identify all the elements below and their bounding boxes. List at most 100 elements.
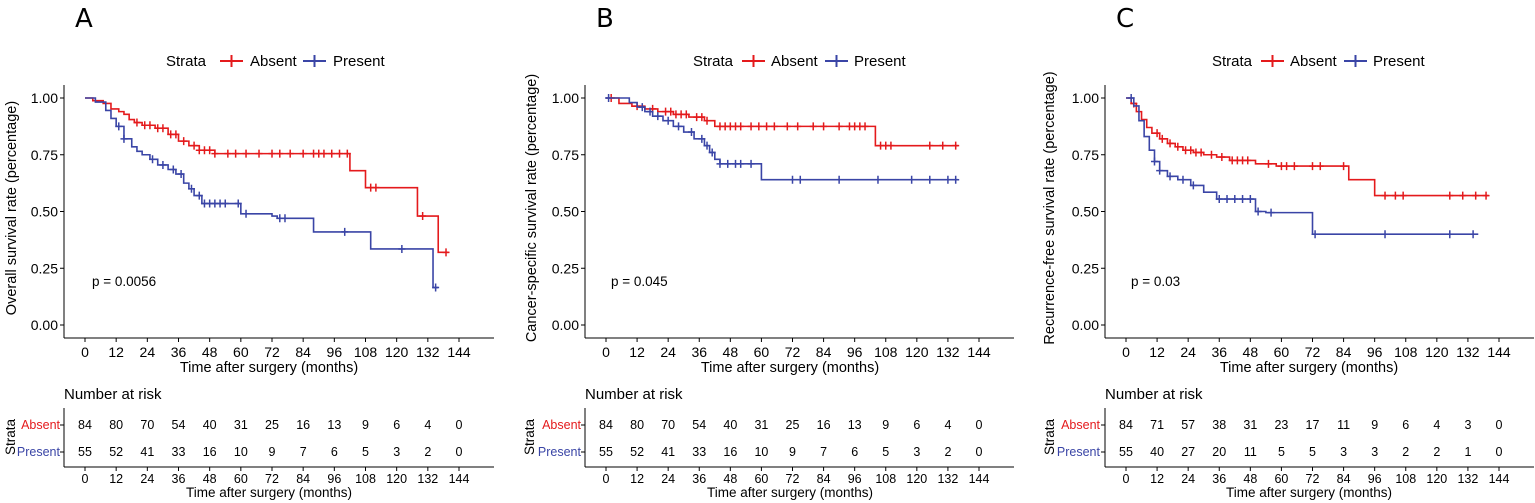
risk-row-label-absent: Absent <box>21 418 60 432</box>
censor-mark-absent <box>1218 153 1226 162</box>
x-axis-label: Time after surgery (months) <box>180 360 358 376</box>
risk-x-tick-label: 0 <box>82 472 89 486</box>
risk-x-tick-label: 72 <box>1306 472 1320 486</box>
risk-row-label-present: Present <box>1057 445 1101 459</box>
censor-mark-absent <box>343 149 351 158</box>
risk-count-present: 20 <box>1212 445 1226 459</box>
risk-x-tick-label: 12 <box>1150 472 1164 486</box>
censor-mark-absent <box>887 141 895 150</box>
censor-mark-absent <box>268 149 276 158</box>
censor-mark-absent <box>1459 191 1467 200</box>
censor-mark-present <box>177 170 185 179</box>
risk-x-axis-label: Time after surgery (months) <box>186 485 352 500</box>
legend-present-label: Present <box>1373 53 1426 70</box>
risk-count-present: 27 <box>1181 445 1195 459</box>
legend-b: Strata Absent Present <box>693 53 907 70</box>
x-tick-label: 24 <box>140 344 156 360</box>
censor-mark-present <box>1127 94 1135 102</box>
risk-count-absent: 84 <box>599 418 613 432</box>
risk-count-present: 0 <box>456 445 463 459</box>
censor-mark-absent <box>276 149 284 158</box>
censor-mark-present <box>716 159 724 168</box>
censor-mark-absent <box>146 121 154 130</box>
risk-x-tick-label: 12 <box>630 472 644 486</box>
censor-mark-absent <box>1264 159 1272 168</box>
x-tick-label: 96 <box>327 344 343 360</box>
x-tick-label: 120 <box>385 344 409 360</box>
panel-letter-b: B <box>596 4 614 34</box>
risk-count-present: 0 <box>1496 445 1503 459</box>
risk-count-absent: 11 <box>1337 418 1350 432</box>
censor-mark-absent <box>172 130 180 139</box>
risk-row-label-absent: Absent <box>542 418 581 432</box>
censor-mark-absent <box>698 113 706 122</box>
x-tick-label: 72 <box>264 344 280 360</box>
x-tick-label: 120 <box>905 344 929 360</box>
censor-mark-absent <box>952 141 960 150</box>
x-tick-label: 132 <box>416 344 440 360</box>
censor-mark-absent <box>703 116 711 125</box>
risk-count-absent: 23 <box>1274 418 1288 432</box>
x-tick-label: 144 <box>447 344 471 360</box>
x-tick-label: 0 <box>1122 344 1130 360</box>
risk-x-tick-label: 24 <box>1181 472 1195 486</box>
risk-count-present: 55 <box>78 445 92 459</box>
x-tick-label: 108 <box>1394 344 1418 360</box>
x-tick-label: 0 <box>602 344 610 360</box>
censor-mark-present <box>1246 195 1254 204</box>
risk-count-present: 0 <box>976 445 983 459</box>
risk-x-tick-label: 144 <box>969 472 990 486</box>
x-tick-label: 84 <box>1336 344 1352 360</box>
x-tick-label: 96 <box>847 344 863 360</box>
km-curve-absent <box>1126 97 1489 197</box>
x-tick-label: 84 <box>295 344 311 360</box>
censor-mark-present <box>398 244 406 253</box>
risk-count-absent: 31 <box>234 418 248 432</box>
censor-mark-present <box>149 155 157 164</box>
censor-mark-absent <box>206 146 214 155</box>
risk-count-present: 41 <box>140 445 154 459</box>
legend-a: Strata Absent Present <box>166 53 386 70</box>
risk-x-tick-label: 48 <box>203 472 217 486</box>
x-tick-label: 36 <box>1211 344 1227 360</box>
x-tick-label: 60 <box>754 344 770 360</box>
censor-mark-present <box>874 175 882 184</box>
x-tick-label: 144 <box>967 344 991 360</box>
censor-mark-absent <box>232 149 240 158</box>
censor-mark-absent <box>939 141 947 150</box>
censor-mark-absent <box>190 141 198 150</box>
risk-count-present: 16 <box>203 445 217 459</box>
censor-mark-absent <box>667 107 675 116</box>
legend-absent-label: Absent <box>1290 53 1338 70</box>
risk-x-tick-label: 36 <box>692 472 706 486</box>
risk-count-present: 2 <box>1402 445 1409 459</box>
censor-mark-present <box>1179 175 1187 184</box>
risk-x-tick-label: 36 <box>1212 472 1226 486</box>
risk-count-present: 5 <box>882 445 889 459</box>
p-value: p = 0.03 <box>1131 274 1180 289</box>
censor-mark-present <box>1267 208 1275 217</box>
censor-mark-present <box>835 175 843 184</box>
censor-mark-absent <box>211 149 219 158</box>
risk-x-tick-label: 132 <box>937 472 958 486</box>
x-tick-label: 0 <box>81 344 89 360</box>
censor-mark-present <box>195 191 203 200</box>
risk-table-b: Number at risk Strata Absent Present Tim… <box>522 386 1014 500</box>
censor-mark-present <box>1150 157 1158 166</box>
x-tick-label: 120 <box>1425 344 1449 360</box>
censor-mark-present <box>708 148 716 157</box>
panel-c: C Strata Absent Present Recurrence-free … <box>1042 4 1534 500</box>
censor-mark-present <box>1156 166 1164 175</box>
risk-count-present: 52 <box>630 445 644 459</box>
risk-count-absent: 57 <box>1181 418 1195 432</box>
risk-count-absent: 9 <box>1371 418 1378 432</box>
p-value: p = 0.045 <box>611 274 668 289</box>
x-tick-label: 108 <box>874 344 898 360</box>
x-tick-label: 96 <box>1367 344 1383 360</box>
y-tick-label: 1.00 <box>1072 90 1099 106</box>
censor-mark-present <box>1469 230 1477 239</box>
censor-mark-absent <box>1399 191 1407 200</box>
censor-mark-absent <box>133 118 141 127</box>
censor-mark-absent <box>442 248 450 257</box>
risk-count-absent: 13 <box>327 418 341 432</box>
